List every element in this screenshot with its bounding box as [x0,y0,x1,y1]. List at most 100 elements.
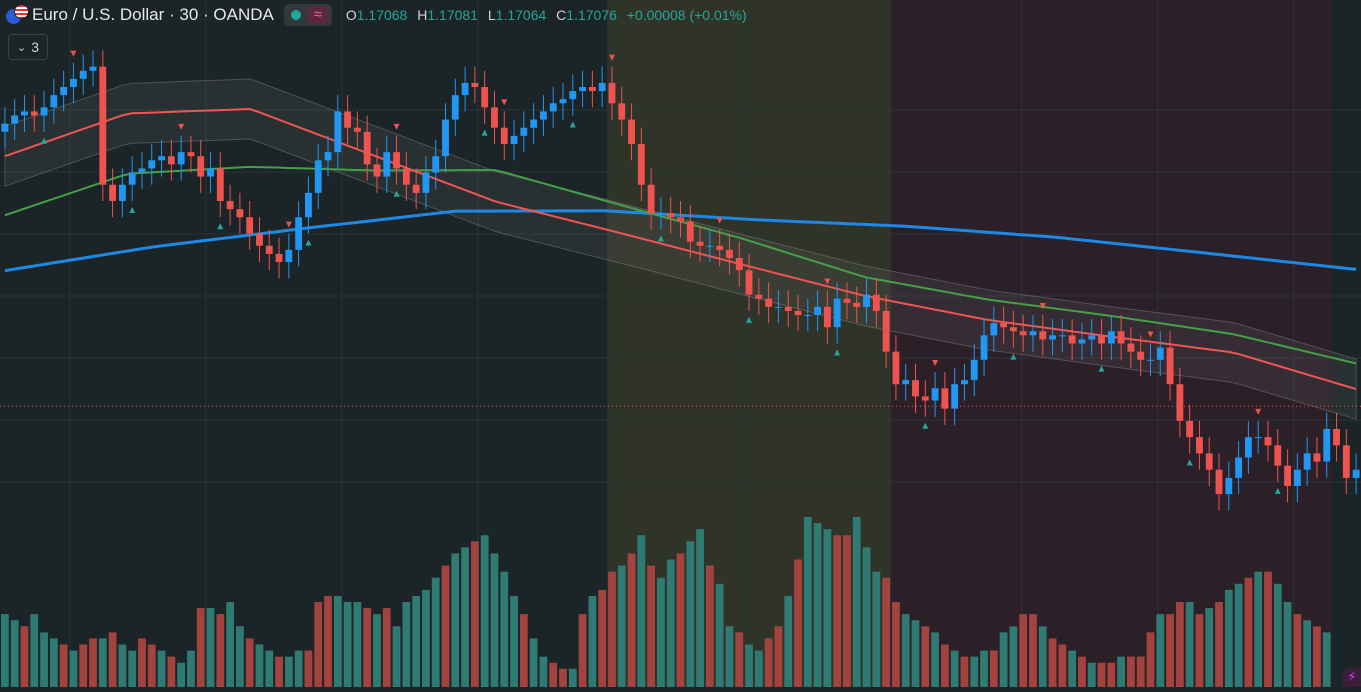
candle-body [138,168,146,173]
volume-bar [1048,638,1057,687]
volume-bar [999,632,1008,687]
candle-body [70,78,77,87]
volume-bar [892,602,900,687]
volume-bar [862,547,871,687]
buy-signal-marker [305,239,312,246]
candle-body [383,152,391,177]
candle-body [1156,347,1164,360]
candle-body [951,384,959,409]
volume-bar [823,529,832,687]
volume-bar [1303,620,1312,687]
volume-bar [343,602,352,687]
candle-body [373,164,381,177]
volume-bar [226,602,234,687]
volume-bar [725,626,734,687]
volume-bar [803,517,812,687]
volume-bar [539,656,548,687]
candle-body [745,270,753,295]
candle-body [735,258,743,271]
sell-signal-marker [608,54,615,61]
candle-body [1058,335,1066,337]
candle-body [598,82,606,92]
symbol-title[interactable]: Euro / U.S. Dollar · 30 · OANDA [32,5,274,24]
candle-body [843,298,851,303]
candle-body [1088,335,1096,340]
candle-body [686,221,694,242]
volume-bar [451,553,460,687]
volume-bar [69,650,78,687]
candle-body [432,156,440,173]
candle-body [471,82,479,87]
candle-body [1186,420,1194,438]
candle-body [402,168,410,185]
candle-body [451,95,459,120]
volume-bar [627,553,636,687]
candle-body [970,359,978,381]
candle-body [246,217,254,234]
candle-body [833,298,841,328]
sell-signal-marker [1147,331,1154,338]
candle-body [774,306,782,308]
high-label: H [417,7,428,23]
candle-body [853,302,861,307]
candle-body [716,245,724,250]
data-delay-icon[interactable]: ≈ [306,6,329,24]
candle-body [1127,343,1135,352]
candle-body [794,310,802,315]
volume-bar [79,644,88,687]
volume-bar [980,650,988,687]
volume-bar [490,553,499,687]
candle-body [1000,323,1008,328]
candle-body [158,156,165,161]
volume-bar [559,668,567,687]
volume-bar [304,650,313,687]
volume-bar [882,577,891,687]
candle-body [442,119,449,157]
buy-signal-marker [393,190,400,197]
candle-body [481,87,489,108]
volume-bar [676,553,685,687]
candle-body [177,152,185,165]
volume-bar [833,535,842,687]
chart-header: Euro / U.S. Dollar · 30 · OANDA ≈ O1.170… [6,4,747,26]
volume-bar [40,632,48,687]
candle-body [412,184,420,193]
volume-bar [20,626,29,687]
volume-bar [108,632,117,687]
volume-bar [1087,662,1096,687]
candle-body [89,66,97,71]
candle-body [363,131,371,165]
volume-bar [696,529,704,687]
volume-bar [970,656,979,687]
volume-bar [1244,577,1253,687]
volume-bar [1,614,9,687]
volume-bar [1205,608,1214,687]
volume-bar [843,535,851,687]
volume-bar [1019,614,1028,687]
volume-bar [441,565,450,687]
candle-body [1205,453,1213,470]
volume-bar [167,656,176,687]
sell-signal-marker [716,217,723,224]
volume-bar [412,595,421,687]
volume-bar [89,638,97,687]
replay-icon[interactable]: ⚡ [1343,667,1361,687]
sell-signal-marker [501,99,508,106]
buy-signal-marker [1274,487,1281,494]
candle-body [324,152,332,161]
volume-bar [568,668,577,687]
close-value: 1.17076 [566,7,617,23]
candle-body [1235,457,1243,478]
status-pill[interactable]: ≈ [283,4,332,26]
indicators-toggle-button[interactable]: ⌄ 3 [8,34,48,60]
candle-body [128,172,136,185]
candle-body [1333,429,1340,446]
volume-bar [10,620,19,687]
sell-signal-marker [932,360,939,366]
volume-bar [1185,602,1194,687]
candle-body [197,156,205,177]
volume-bar [1313,626,1321,687]
candle-body [1284,465,1291,486]
